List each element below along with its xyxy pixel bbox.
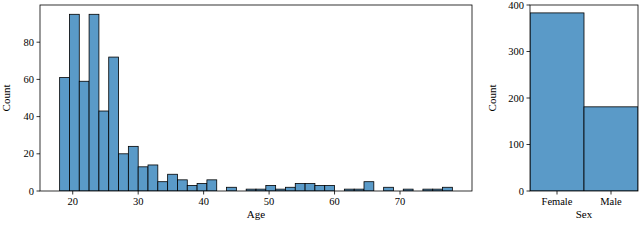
x-axis-label: Age bbox=[247, 208, 265, 220]
x-tick-label: 30 bbox=[133, 196, 144, 207]
histogram-bar bbox=[266, 185, 276, 191]
x-tick-label: 70 bbox=[395, 196, 406, 207]
y-tick bbox=[37, 116, 41, 117]
y-axis-label: Count bbox=[0, 85, 12, 112]
x-tick bbox=[203, 191, 204, 195]
y-tick bbox=[37, 42, 41, 43]
x-tick-label: Male bbox=[600, 196, 622, 207]
x-tick bbox=[400, 191, 401, 195]
histogram-bar bbox=[295, 184, 305, 191]
histogram-bar bbox=[60, 78, 70, 191]
x-tick-label: 60 bbox=[329, 196, 340, 207]
histogram-bar bbox=[305, 184, 315, 191]
y-tick bbox=[527, 51, 531, 52]
y-tick-label: 0 bbox=[29, 186, 34, 197]
y-axis-label: Count bbox=[486, 85, 498, 112]
y-tick bbox=[37, 191, 41, 192]
histogram-bar bbox=[99, 111, 109, 191]
x-tick bbox=[557, 191, 558, 195]
histogram-bar bbox=[285, 187, 295, 191]
histogram-bar bbox=[79, 81, 89, 191]
histogram-bar bbox=[227, 187, 237, 191]
x-tick-label: 50 bbox=[264, 196, 275, 207]
histogram-bar bbox=[119, 154, 129, 191]
y-tick bbox=[527, 98, 531, 99]
histogram-bar bbox=[158, 182, 168, 191]
y-tick-label: 0 bbox=[519, 186, 524, 197]
histogram-bar bbox=[109, 57, 119, 191]
bar bbox=[530, 13, 584, 191]
y-tick-label: 80 bbox=[24, 37, 35, 48]
histogram-bar bbox=[325, 185, 335, 191]
y-tick bbox=[37, 79, 41, 80]
figure: 20 30 40 50 60 70 0 20 40 60 80 Age Count Female Male 0… bbox=[0, 0, 640, 225]
histogram-bar bbox=[69, 14, 79, 191]
x-tick-label: 20 bbox=[67, 196, 78, 207]
frame bbox=[40, 5, 472, 191]
histogram-bar bbox=[168, 174, 178, 191]
y-tick bbox=[527, 191, 531, 192]
y-tick bbox=[527, 5, 531, 6]
histogram-bar bbox=[148, 165, 158, 191]
y-tick-label: 40 bbox=[24, 111, 35, 122]
histogram-bar bbox=[443, 187, 453, 191]
histogram-bar bbox=[187, 185, 197, 191]
y-tick-label: 60 bbox=[24, 74, 35, 85]
histogram-bar bbox=[384, 187, 394, 191]
x-axis-label: Sex bbox=[576, 208, 593, 220]
y-tick-label: 20 bbox=[24, 148, 35, 159]
y-tick-label: 200 bbox=[508, 93, 524, 104]
histogram-bar bbox=[207, 180, 217, 191]
histogram-bar bbox=[364, 182, 374, 191]
x-tick bbox=[269, 191, 270, 195]
histogram-bar bbox=[89, 14, 99, 191]
x-tick bbox=[611, 191, 612, 195]
x-tick bbox=[138, 191, 139, 195]
y-tick-label: 400 bbox=[508, 0, 524, 11]
chart-1: Female Male 0 100 200 300 400 Sex Count bbox=[486, 0, 638, 220]
y-tick bbox=[37, 153, 41, 154]
x-tick-label: Female bbox=[542, 196, 573, 207]
marks bbox=[60, 14, 453, 191]
histogram-bar bbox=[315, 185, 325, 191]
histogram-bar bbox=[177, 180, 187, 191]
x-tick bbox=[72, 191, 73, 195]
x-tick-label: 40 bbox=[198, 196, 209, 207]
frame bbox=[530, 5, 638, 191]
y-tick-label: 100 bbox=[508, 139, 524, 150]
histogram-bar bbox=[197, 184, 207, 191]
chart-0: 20 30 40 50 60 70 0 20 40 60 80 Age Count bbox=[0, 5, 472, 220]
figure-svg: 20 30 40 50 60 70 0 20 40 60 80 Age Count Female Male 0… bbox=[0, 0, 640, 225]
histogram-bar bbox=[138, 167, 148, 191]
x-tick bbox=[334, 191, 335, 195]
y-tick-label: 300 bbox=[508, 46, 524, 57]
bar bbox=[584, 107, 638, 191]
histogram-bar bbox=[128, 146, 138, 191]
y-tick bbox=[527, 144, 531, 145]
marks bbox=[530, 13, 638, 191]
